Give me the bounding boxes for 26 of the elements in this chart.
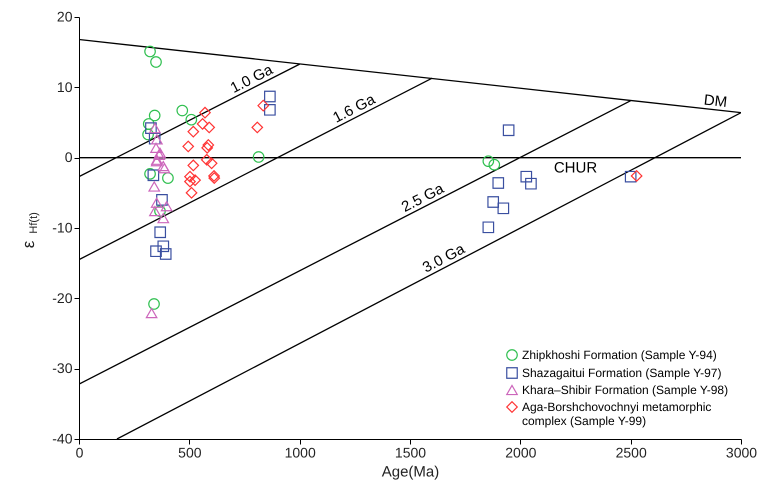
y-tick-label: -30 xyxy=(52,360,73,376)
y-tick-label: -40 xyxy=(52,430,73,446)
series-label: CHUR xyxy=(554,160,598,177)
x-tick-label: 3000 xyxy=(726,444,758,460)
x-tick-label: 2500 xyxy=(616,444,647,460)
y-tick-label: 0 xyxy=(64,149,73,166)
y-tick-label: -20 xyxy=(52,290,73,306)
text: 1.0 Ga xyxy=(228,60,276,97)
text: 1.6 Ga xyxy=(330,90,379,127)
x-tick-label: 500 xyxy=(178,444,202,460)
text: 2.5 Ga xyxy=(398,180,448,216)
legend-label: Zhipkhoshi Formation (Sample Y-94) xyxy=(522,348,717,362)
y-tick-label: 10 xyxy=(56,78,73,95)
x-tick-label: 1500 xyxy=(394,444,426,460)
x-tick-label: 0 xyxy=(76,444,84,460)
legend-label: Aga-Borshchovochnyi metamorphic complex (Sample Y-99) xyxy=(522,400,712,428)
x-tick-label: 1000 xyxy=(284,444,316,460)
legend-label: Khara–Shibir Formation (Sample Y-98) xyxy=(522,383,728,397)
x-axis-title: Age(Ma) xyxy=(382,464,440,480)
text: 3.0 Ga xyxy=(420,240,468,276)
y-tick-label: -10 xyxy=(52,220,73,236)
x-tick-label: 2000 xyxy=(505,444,537,460)
y-tick-label: 20 xyxy=(56,8,73,24)
legend-label: Shazagaitui Formation (Sample Y-97) xyxy=(522,366,722,380)
text: DM xyxy=(702,92,728,112)
y-axis-title: εHf(t) xyxy=(19,212,40,248)
